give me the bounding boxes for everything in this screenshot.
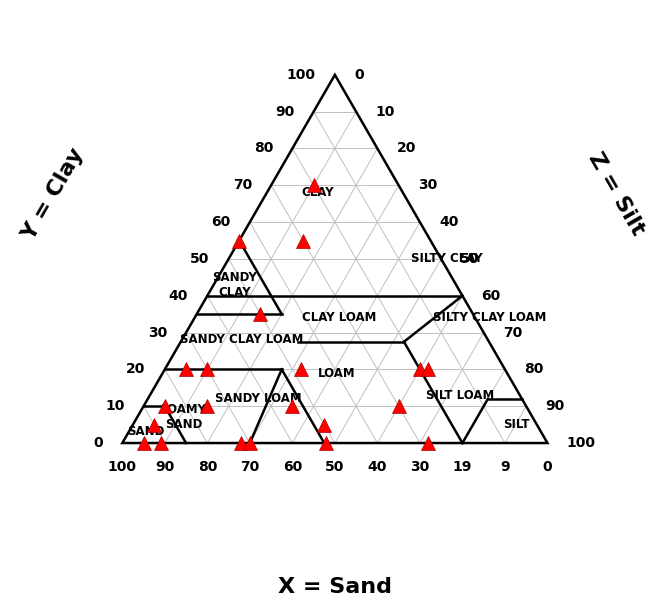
Text: 70: 70 [233, 178, 252, 192]
Text: 10: 10 [376, 104, 395, 119]
Text: 100: 100 [287, 68, 315, 82]
Text: 80: 80 [524, 362, 544, 376]
Text: SANDY
CLAY: SANDY CLAY [213, 271, 257, 299]
Text: 9: 9 [500, 460, 510, 474]
Text: 90: 90 [155, 460, 175, 474]
Text: 30: 30 [410, 460, 430, 474]
Text: Y = Clay: Y = Clay [19, 145, 87, 244]
Text: 50: 50 [460, 252, 480, 266]
Text: 80: 80 [254, 142, 273, 155]
Text: 50: 50 [325, 460, 345, 474]
Text: 70: 70 [503, 326, 522, 340]
Text: 100: 100 [108, 460, 137, 474]
Text: 40: 40 [439, 215, 458, 229]
Text: 30: 30 [147, 326, 167, 340]
Text: 20: 20 [396, 142, 416, 155]
Text: 100: 100 [566, 436, 596, 450]
Text: 60: 60 [283, 460, 302, 474]
Text: X = Sand: X = Sand [278, 577, 392, 597]
Text: 40: 40 [368, 460, 387, 474]
Text: 50: 50 [190, 252, 209, 266]
Text: 90: 90 [546, 399, 564, 413]
Text: LOAM: LOAM [318, 367, 356, 380]
Text: SILTY CLAY LOAM: SILTY CLAY LOAM [433, 311, 546, 325]
Text: 90: 90 [275, 104, 295, 119]
Text: LOAMY
SAND: LOAMY SAND [161, 403, 207, 431]
Text: SANDY CLAY LOAM: SANDY CLAY LOAM [179, 334, 303, 346]
Text: 60: 60 [482, 289, 501, 303]
Text: SAND: SAND [127, 425, 164, 439]
Text: 70: 70 [240, 460, 259, 474]
Text: SILT: SILT [503, 418, 530, 431]
Text: 20: 20 [126, 362, 145, 376]
Text: 0: 0 [543, 460, 552, 474]
Text: 0: 0 [354, 68, 364, 82]
Text: SILTY CLAY: SILTY CLAY [412, 253, 483, 265]
Text: CLAY: CLAY [301, 186, 334, 199]
Text: 30: 30 [418, 178, 437, 192]
Text: SANDY LOAM: SANDY LOAM [215, 392, 301, 406]
Text: Z = Silt: Z = Silt [585, 149, 648, 239]
Text: 60: 60 [211, 215, 231, 229]
Text: 0: 0 [93, 436, 103, 450]
Text: 10: 10 [105, 399, 125, 413]
Text: CLAY LOAM: CLAY LOAM [302, 311, 376, 325]
Text: 40: 40 [169, 289, 188, 303]
Text: 80: 80 [197, 460, 217, 474]
Text: 19: 19 [453, 460, 472, 474]
Text: SILT LOAM: SILT LOAM [426, 389, 494, 401]
